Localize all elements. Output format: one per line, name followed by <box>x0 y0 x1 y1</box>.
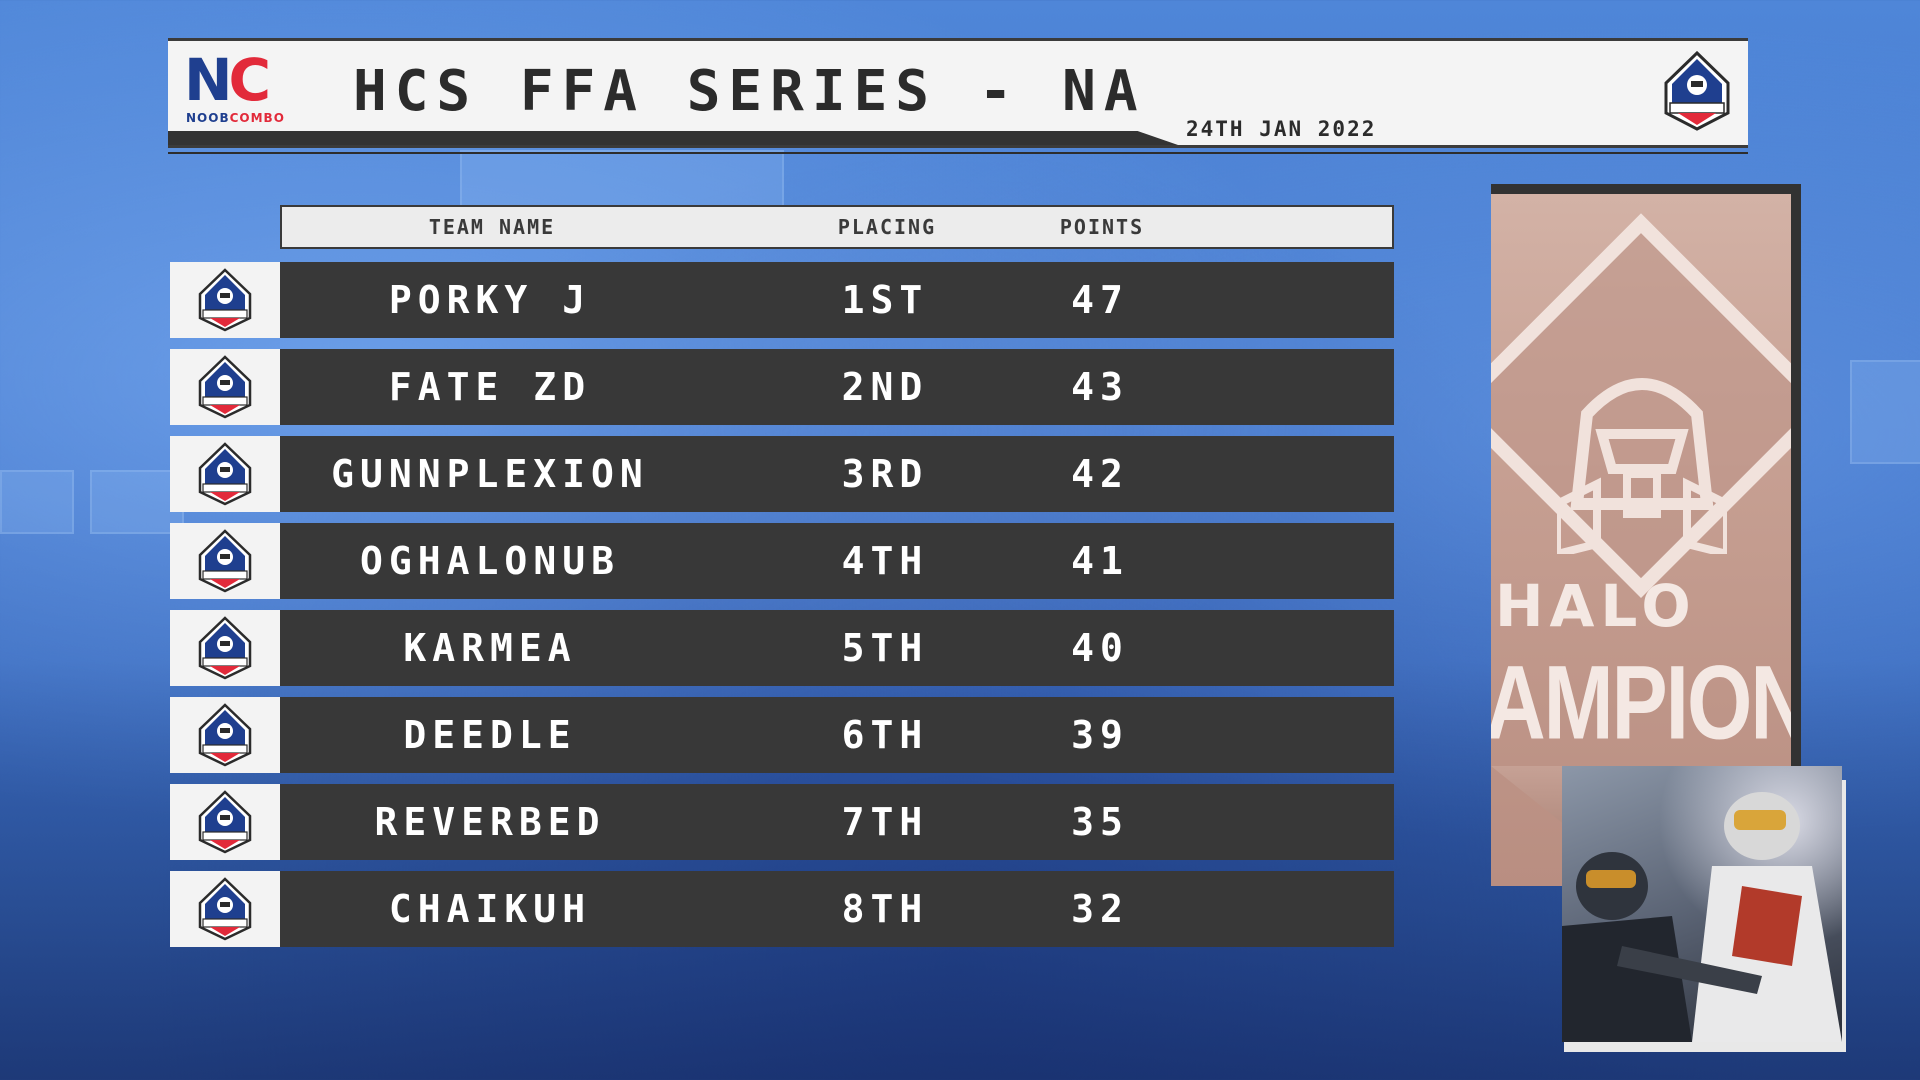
team-name: KARMEA <box>403 626 577 670</box>
art-championship-text: AMPIONSI <box>1491 643 1791 761</box>
team-points: 40 <box>1071 626 1129 670</box>
row-badge-cell <box>170 784 280 860</box>
halo-championship-badge-icon <box>198 355 252 419</box>
row-badge-cell <box>170 697 280 773</box>
row-bar <box>280 871 1394 947</box>
spartan-figures-icon <box>1562 792 1842 1042</box>
header-banner: NC NOOBCOMBO HCS FFA SERIES - NA 24TH JA… <box>168 38 1748 154</box>
team-name: CHAIKUH <box>388 887 592 931</box>
table-row: FATE ZD 2ND 43 <box>170 349 1394 425</box>
logo-wordmark: NOOBCOMBO <box>186 111 285 125</box>
halo-championship-badge-icon <box>198 877 252 941</box>
table-row: PORKY J 1ST 47 <box>170 262 1394 338</box>
team-name: FATE ZD <box>388 365 592 409</box>
table-row: REVERBED 7TH 35 <box>170 784 1394 860</box>
row-badge-cell <box>170 262 280 338</box>
row-bar <box>280 262 1394 338</box>
row-bar <box>280 349 1394 425</box>
row-bar <box>280 436 1394 512</box>
background-screen <box>0 470 74 534</box>
spartan-helmet-icon <box>1557 378 1727 554</box>
halo-championship-badge-icon <box>198 529 252 593</box>
row-badge-cell <box>170 523 280 599</box>
team-name: OGHALONUB <box>360 539 620 583</box>
team-placing: 2ND <box>841 365 929 409</box>
table-row: OGHALONUB 4TH 41 <box>170 523 1394 599</box>
halo-championship-badge-icon <box>198 268 252 332</box>
team-name: REVERBED <box>374 800 606 844</box>
row-bar <box>280 784 1394 860</box>
team-name: PORKY J <box>388 278 592 322</box>
halo-championship-badge-icon <box>198 790 252 854</box>
background-screen <box>90 470 184 534</box>
halo-championship-badge-icon <box>198 703 252 767</box>
team-points: 39 <box>1071 713 1129 757</box>
halo-championship-badge-icon <box>1664 51 1730 131</box>
row-bar <box>280 610 1394 686</box>
team-name: DEEDLE <box>403 713 577 757</box>
team-placing: 3RD <box>841 452 929 496</box>
art-halo-text: HALO <box>1495 572 1697 640</box>
team-points: 32 <box>1071 887 1129 931</box>
table-row: GUNNPLEXION 3RD 42 <box>170 436 1394 512</box>
table-row: KARMEA 5TH 40 <box>170 610 1394 686</box>
noobcombo-logo: NC NOOBCOMBO <box>184 51 292 125</box>
team-points: 43 <box>1071 365 1129 409</box>
team-placing: 8TH <box>841 887 929 931</box>
team-placing: 7TH <box>841 800 929 844</box>
team-placing: 4TH <box>841 539 929 583</box>
row-badge-cell <box>170 610 280 686</box>
team-points: 35 <box>1071 800 1129 844</box>
halo-championship-badge-icon <box>198 616 252 680</box>
row-bar <box>280 523 1394 599</box>
team-points: 41 <box>1071 539 1129 583</box>
team-placing: 5TH <box>841 626 929 670</box>
column-header-team-name: TEAM NAME <box>428 215 556 239</box>
row-badge-cell <box>170 871 280 947</box>
row-badge-cell <box>170 349 280 425</box>
spartan-photo <box>1562 766 1842 1042</box>
logo-mark: NC <box>184 46 271 114</box>
team-points: 47 <box>1071 278 1129 322</box>
team-placing: 1ST <box>841 278 929 322</box>
halo-championship-badge-icon <box>198 442 252 506</box>
table-header: TEAM NAME PLACING POINTS <box>280 205 1394 249</box>
background-screen <box>1850 360 1920 464</box>
date-tab <box>168 131 1178 145</box>
row-bar <box>280 697 1394 773</box>
team-placing: 6TH <box>841 713 929 757</box>
table-row: CHAIKUH 8TH 32 <box>170 871 1394 947</box>
column-header-placing: PLACING <box>837 215 937 239</box>
row-badge-cell <box>170 436 280 512</box>
event-date: 24TH JAN 2022 <box>1186 117 1377 141</box>
table-row: DEEDLE 6TH 39 <box>170 697 1394 773</box>
page-title: HCS FFA SERIES - NA <box>353 59 1146 124</box>
team-points: 42 <box>1071 452 1129 496</box>
column-header-points: POINTS <box>1059 215 1145 239</box>
team-name: GUNNPLEXION <box>331 452 649 496</box>
